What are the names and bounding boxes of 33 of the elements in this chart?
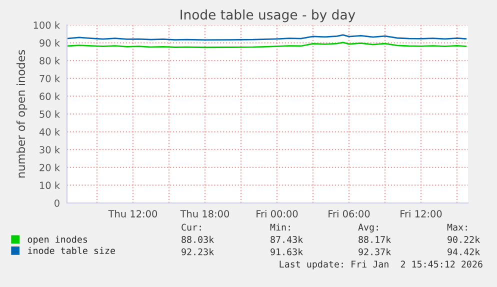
text: 91.63k <box>270 248 303 256</box>
y-tick-label: 60 k <box>40 92 60 100</box>
text: Last update: Fri Jan 2 15:45:12 2026 <box>280 260 482 270</box>
text: 90.22k <box>448 236 480 243</box>
y-tick-label: 80 k <box>40 56 60 64</box>
y-tick-label: 10 k <box>40 182 60 190</box>
legend-label: inode table size <box>28 246 115 254</box>
x-tick-label: Fri 12:00 <box>400 210 442 218</box>
text: Max: <box>447 224 467 231</box>
text: 92.23k <box>182 248 214 256</box>
legend-label: open inodes <box>28 236 88 245</box>
x-tick-label: Thu 18:00 <box>180 210 230 218</box>
y-tick-label: 30 k <box>40 146 60 154</box>
text: 92.37k <box>358 248 391 256</box>
y-tick-label: 40 k <box>39 128 60 136</box>
y-tick-label: 20 k <box>40 164 60 172</box>
y-axis-title: number of open inodes <box>16 50 28 178</box>
y-tick-label: 100 k <box>34 21 60 29</box>
text: 94.42k <box>448 248 480 256</box>
text: 88.03k <box>182 236 214 243</box>
x-tick-label: Fri 00:00 <box>256 210 298 218</box>
text: 88.17k <box>358 236 391 243</box>
text: Avg: <box>358 224 378 232</box>
text: 87.43k <box>270 236 303 243</box>
chart-title: Inode table usage - by day <box>180 9 356 22</box>
y-tick-label: 70 k <box>40 74 60 82</box>
x-tick-label: Fri 06:00 <box>328 210 370 218</box>
text: Min: <box>270 224 290 231</box>
x-tick-label: Thu 12:00 <box>108 210 158 218</box>
y-tick-label: 90 k <box>40 39 60 47</box>
y-tick-label: 0 <box>54 199 60 207</box>
y-tick-label: 50 k <box>40 110 60 118</box>
text: Cur: <box>182 224 201 231</box>
